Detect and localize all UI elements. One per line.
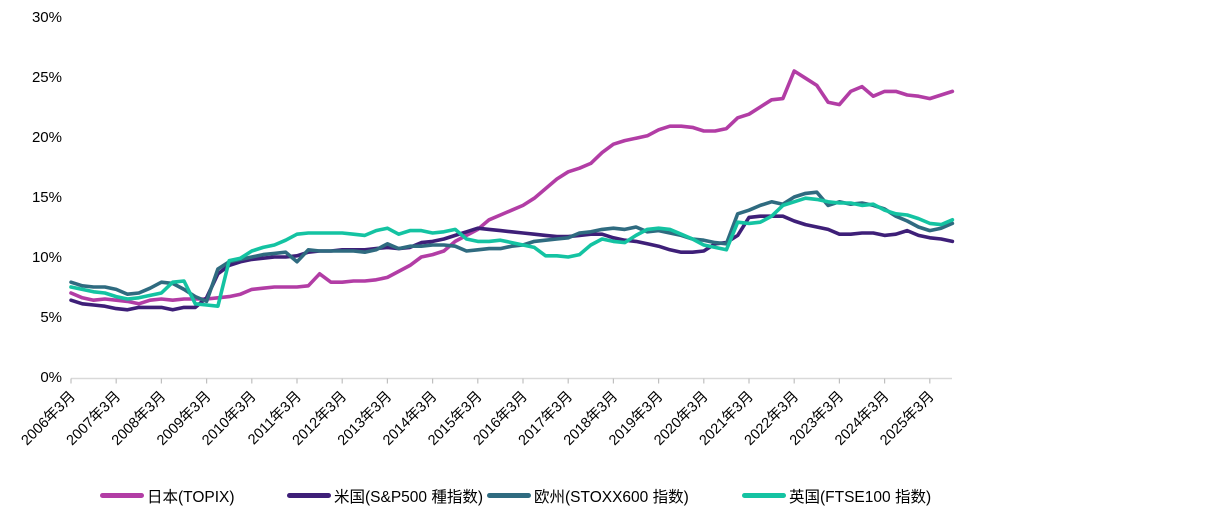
legend-item-europe: 欧州(STOXX600 指数): [487, 488, 689, 506]
legend-swatch-us: [287, 493, 331, 498]
y-axis-label: 5%: [40, 309, 62, 326]
legend-label-us: 米国(S&P500 種指数): [334, 488, 483, 506]
series-line-uk: [69, 196, 955, 309]
series-line-japan: [69, 69, 955, 306]
y-axis-label: 20%: [32, 129, 62, 146]
legend-label-uk: 英国(FTSE100 指数): [789, 488, 931, 506]
y-axis-label: 15%: [32, 189, 62, 206]
legend-item-us: 米国(S&P500 種指数): [287, 488, 483, 506]
y-axis-label: 10%: [32, 249, 62, 266]
series-line-europe: [69, 190, 955, 304]
legend-label-europe: 欧州(STOXX600 指数): [534, 488, 689, 506]
legend-label-japan: 日本(TOPIX): [147, 488, 235, 506]
y-axis-label: 0%: [40, 369, 62, 386]
y-axis-label: 30%: [32, 9, 62, 26]
series-line-us: [69, 214, 955, 312]
legend-swatch-uk: [742, 493, 786, 498]
legend-item-japan: 日本(TOPIX): [100, 488, 235, 506]
legend-swatch-japan: [100, 493, 144, 498]
legend-item-uk: 英国(FTSE100 指数): [742, 488, 931, 506]
legend-swatch-europe: [487, 493, 531, 498]
y-axis-label: 25%: [32, 69, 62, 86]
